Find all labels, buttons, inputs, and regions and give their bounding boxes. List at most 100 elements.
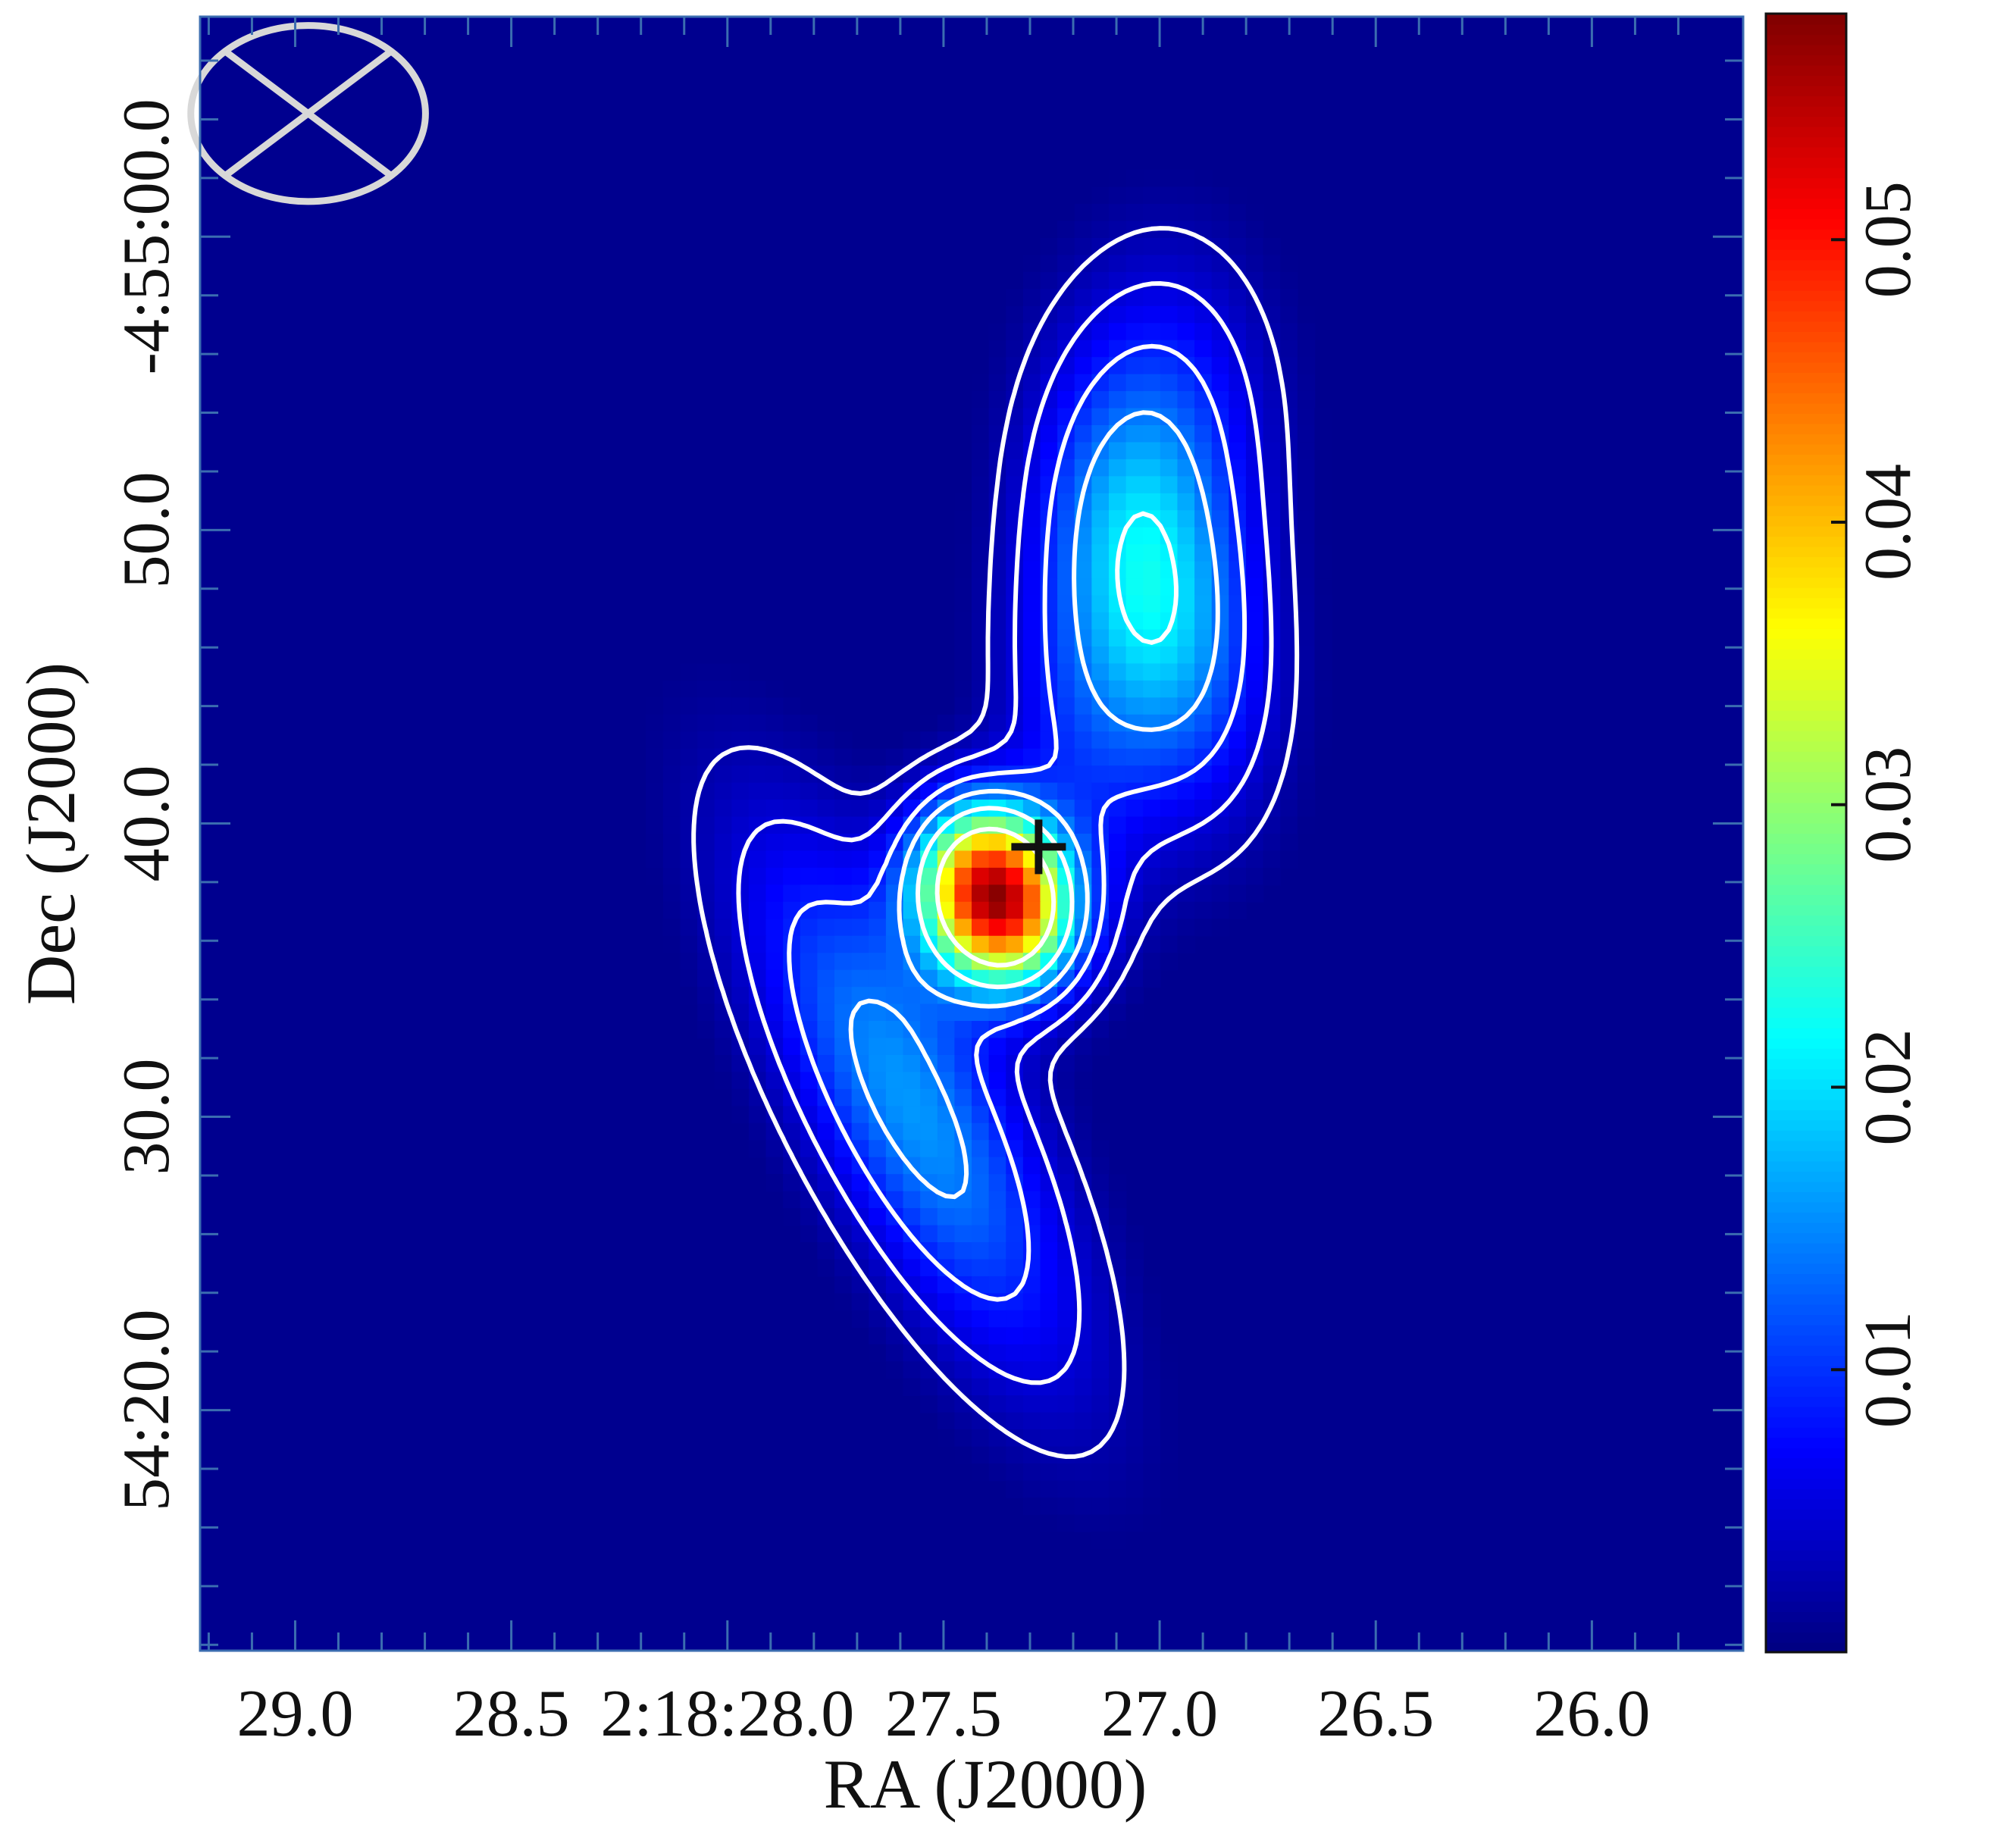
raster-cell — [1022, 680, 1041, 699]
raster-cell — [1074, 1003, 1093, 1022]
raster-cell — [662, 697, 681, 715]
colorbar-segment — [1766, 966, 1846, 978]
raster-cell — [1091, 748, 1110, 766]
raster-cell — [1280, 323, 1298, 341]
raster-cell — [1006, 1225, 1024, 1243]
raster-cell — [817, 867, 835, 886]
raster-cell — [697, 731, 715, 750]
raster-cell — [1108, 170, 1127, 188]
raster-cell — [783, 731, 801, 750]
raster-cell — [834, 1054, 853, 1073]
raster-cell — [851, 1191, 870, 1209]
raster-cell — [1160, 476, 1179, 494]
raster-cell — [1211, 204, 1230, 222]
raster-cell — [646, 834, 664, 852]
raster-cell — [1006, 1038, 1024, 1056]
raster-cell — [903, 1242, 921, 1260]
raster-cell — [800, 850, 819, 869]
raster-cell — [1091, 765, 1110, 784]
raster-cell — [920, 1225, 938, 1243]
raster-cell — [1194, 289, 1213, 307]
colorbar-segment — [1766, 1017, 1846, 1028]
raster-cell — [1211, 357, 1230, 375]
x-tick-label: 27.5 — [885, 1677, 1002, 1751]
raster-cell — [988, 969, 1007, 988]
raster-cell — [1091, 1463, 1110, 1482]
raster-cell — [1194, 442, 1213, 460]
raster-cell — [903, 1208, 921, 1226]
x-tick-label: 28.5 — [453, 1677, 570, 1751]
raster-cell — [817, 782, 835, 800]
raster-cell — [972, 408, 990, 426]
raster-cell — [1229, 884, 1247, 903]
raster-cell — [1091, 714, 1110, 733]
raster-cell — [1125, 204, 1144, 222]
raster-cell — [1108, 305, 1127, 324]
raster-cell — [1194, 714, 1213, 733]
image-plot-area — [187, 15, 1745, 1652]
raster-cell — [1074, 408, 1093, 426]
raster-cell — [972, 1310, 990, 1329]
raster-cell — [851, 969, 870, 988]
raster-cell — [783, 867, 801, 886]
raster-cell — [1125, 527, 1144, 546]
raster-cell — [869, 953, 887, 971]
raster-cell — [1074, 442, 1093, 460]
raster-cell — [1143, 935, 1161, 954]
colorbar-segment — [1766, 750, 1846, 762]
colorbar-tick-label: 0.05 — [1852, 181, 1925, 298]
raster-cell — [800, 731, 819, 750]
raster-cell — [1057, 748, 1075, 766]
raster-cell — [1040, 1106, 1058, 1124]
raster-cell — [885, 1327, 904, 1345]
raster-cell — [817, 1106, 835, 1124]
colorbar-segment — [1766, 587, 1846, 599]
raster-cell — [1022, 1140, 1041, 1158]
raster-cell — [1160, 186, 1179, 205]
raster-cell — [954, 697, 972, 715]
colorbar-segment — [1766, 618, 1846, 629]
colorbar-segment — [1766, 1140, 1846, 1151]
raster-cell — [869, 765, 887, 784]
raster-cell — [1006, 1463, 1024, 1482]
raster-cell — [714, 1072, 733, 1090]
colorbar-segment — [1766, 443, 1846, 455]
raster-cell — [972, 1225, 990, 1243]
colorbar-segment — [1766, 402, 1846, 414]
raster-cell — [662, 816, 681, 834]
raster-cell — [1245, 646, 1264, 665]
raster-cell — [817, 1021, 835, 1039]
raster-cell — [1074, 748, 1093, 766]
raster-cell — [1091, 884, 1110, 903]
raster-cell — [1074, 816, 1093, 834]
raster-cell — [1022, 1412, 1041, 1430]
raster-cell — [1040, 765, 1058, 784]
raster-cell — [1229, 374, 1247, 392]
raster-cell — [988, 901, 1007, 920]
raster-cell — [1177, 578, 1195, 596]
raster-cell — [869, 1259, 887, 1277]
raster-cell — [1125, 357, 1144, 375]
colorbar-segment — [1766, 853, 1846, 865]
raster-cell — [817, 919, 835, 937]
raster-cell — [1074, 800, 1093, 818]
raster-cell — [885, 1072, 904, 1090]
raster-cell — [954, 561, 972, 579]
colorbar-segment — [1766, 1150, 1846, 1162]
raster-cell — [1245, 867, 1264, 886]
raster-cell — [1057, 459, 1075, 477]
raster-cell — [1245, 340, 1264, 358]
colorbar-segment — [1766, 23, 1846, 36]
raster-cell — [1057, 595, 1075, 613]
raster-cell — [834, 1157, 853, 1175]
raster-cell — [1006, 1412, 1024, 1430]
raster-cell — [954, 816, 972, 834]
raster-cell — [1091, 1259, 1110, 1277]
raster-cell — [1143, 595, 1161, 613]
raster-cell — [1108, 459, 1127, 477]
raster-cell — [783, 1106, 801, 1124]
raster-cell — [1057, 1310, 1075, 1329]
raster-cell — [851, 748, 870, 766]
raster-cell — [1125, 1242, 1144, 1260]
raster-cell — [1125, 1514, 1144, 1532]
